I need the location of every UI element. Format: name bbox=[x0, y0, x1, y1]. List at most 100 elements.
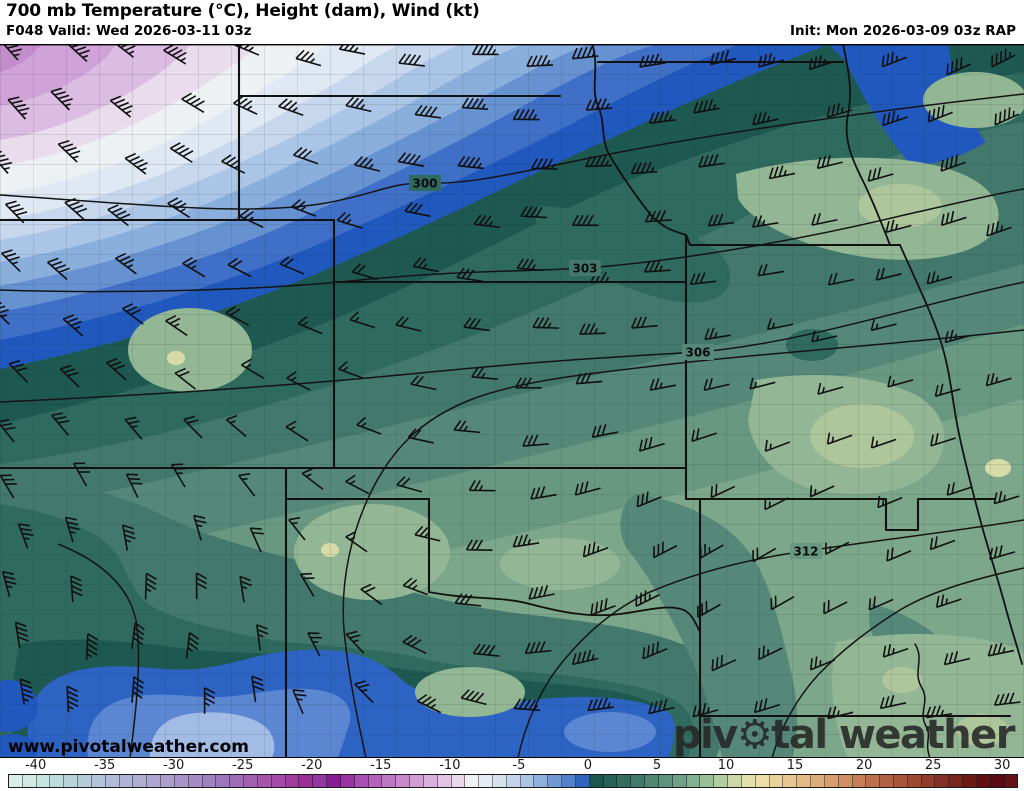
wind-barb bbox=[823, 599, 848, 615]
wind-barb bbox=[473, 214, 501, 229]
wind-barb bbox=[414, 104, 442, 119]
wind-barb bbox=[703, 377, 730, 392]
wind-barb bbox=[356, 416, 382, 435]
wind-barb bbox=[638, 436, 665, 452]
wind-barb bbox=[395, 315, 422, 332]
wind-barb bbox=[707, 213, 735, 227]
wind-barb bbox=[468, 479, 496, 492]
wind-barb bbox=[590, 271, 617, 284]
wind-barb bbox=[699, 543, 724, 559]
colorbar-cell bbox=[105, 775, 120, 787]
wind-barb bbox=[934, 383, 961, 398]
wind-barb bbox=[817, 382, 844, 395]
wind-barb bbox=[345, 630, 365, 654]
wind-barb bbox=[770, 595, 795, 611]
colorbar-cell bbox=[907, 775, 922, 787]
wind-barb bbox=[639, 53, 666, 68]
wind-barb bbox=[692, 702, 719, 718]
wind-barb bbox=[879, 695, 907, 710]
scale-tick-label: -5 bbox=[512, 758, 526, 773]
wind-barb bbox=[414, 525, 441, 542]
wind-barb bbox=[62, 314, 84, 337]
colorbar-cell bbox=[866, 775, 881, 787]
wind-barb bbox=[107, 204, 131, 227]
wind-barb bbox=[704, 327, 731, 341]
wind-barb bbox=[121, 524, 136, 551]
height-contour bbox=[0, 281, 1024, 403]
wind-barb bbox=[653, 541, 678, 559]
wind-barb bbox=[251, 675, 265, 703]
wind-barb bbox=[345, 531, 368, 553]
subheader: F048 Valid: Wed 2026-03-11 03z Init: Mon… bbox=[0, 22, 1024, 40]
colorbar-cell bbox=[147, 775, 162, 787]
colorbar-cell bbox=[257, 775, 272, 787]
wind-barb bbox=[4, 200, 28, 224]
wind-barb bbox=[751, 215, 779, 228]
wind-barb bbox=[278, 98, 304, 116]
wind-barb bbox=[286, 371, 311, 391]
wind-barb bbox=[345, 96, 372, 113]
colorbar-cell bbox=[976, 775, 991, 787]
height-contour bbox=[342, 329, 1024, 758]
colorbar-cell bbox=[451, 775, 466, 787]
wind-barb bbox=[19, 678, 34, 705]
wind-barb bbox=[585, 155, 612, 168]
wind-barb bbox=[70, 575, 83, 603]
wind-barb bbox=[453, 420, 481, 434]
colorbar-cell bbox=[520, 775, 535, 787]
wind-barb bbox=[526, 54, 554, 67]
wind-barb bbox=[181, 92, 205, 114]
colorbar-cell bbox=[299, 775, 314, 787]
colorbar-cell bbox=[437, 775, 452, 787]
wind-barb bbox=[689, 272, 717, 286]
wind-barb bbox=[7, 96, 30, 120]
wind-barb bbox=[57, 139, 81, 163]
wind-barb bbox=[8, 359, 29, 383]
contour-label: 303 bbox=[572, 262, 597, 276]
wind-barb bbox=[930, 433, 956, 447]
colorbar-cell bbox=[271, 775, 286, 787]
wind-barb bbox=[144, 572, 157, 600]
wind-barb bbox=[994, 107, 1020, 126]
wind-barb bbox=[993, 692, 1021, 706]
wind-barbs-layer bbox=[0, 44, 1021, 720]
colorbar-cell bbox=[244, 775, 258, 787]
wind-barb bbox=[354, 680, 374, 704]
colorbar-cell bbox=[880, 775, 894, 787]
wind-barb bbox=[698, 153, 725, 168]
colorbar-cell bbox=[36, 775, 51, 787]
wind-barb bbox=[886, 547, 912, 562]
scale-tick-label: 25 bbox=[924, 758, 942, 773]
wind-barb bbox=[249, 527, 264, 553]
wind-barb bbox=[345, 474, 370, 495]
wind-barb bbox=[167, 197, 191, 219]
colorbar-cell bbox=[216, 775, 231, 787]
wind-barb bbox=[985, 372, 1012, 387]
wind-barb bbox=[183, 415, 203, 439]
colorbar-cell bbox=[811, 775, 825, 787]
wind-barb bbox=[696, 600, 721, 618]
colorbar-cell bbox=[548, 775, 563, 787]
wind-barb bbox=[293, 146, 319, 165]
wind-barb bbox=[292, 689, 307, 715]
wind-barb bbox=[182, 256, 206, 278]
wind-barb bbox=[522, 434, 549, 447]
wind-barb bbox=[524, 640, 552, 655]
state-border bbox=[684, 233, 902, 247]
scale-tick-label: -40 bbox=[24, 758, 47, 773]
wind-barb bbox=[575, 372, 603, 385]
wind-barb bbox=[648, 110, 676, 125]
wind-barb bbox=[986, 221, 1012, 237]
wind-barb bbox=[925, 705, 953, 719]
wind-barb bbox=[648, 698, 675, 715]
contour-label-backing bbox=[569, 260, 601, 276]
colorbar-cell bbox=[133, 775, 148, 787]
model-init-label: Init: Mon 2026-03-09 03z RAP bbox=[790, 23, 1016, 39]
contour-labels-layer: 300 303 306 312 bbox=[409, 175, 822, 559]
forecast-valid-label: F048 Valid: Wed 2026-03-11 03z bbox=[6, 23, 252, 39]
state-border bbox=[428, 591, 701, 645]
branding-layer: www.pivotalweather.com piv⚙tal weather bbox=[0, 44, 1024, 758]
wind-barb bbox=[868, 596, 894, 611]
colorbar-cell bbox=[285, 775, 300, 787]
wind-barb bbox=[241, 358, 265, 379]
